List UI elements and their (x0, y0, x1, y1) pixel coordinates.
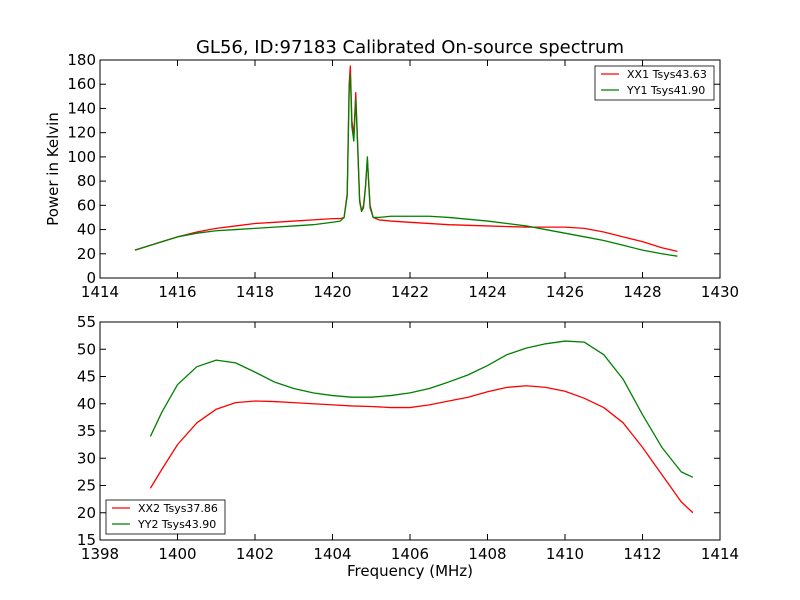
chart-title: GL56, ID:97183 Calibrated On-source spec… (196, 37, 624, 58)
top-x-tick-label: 1422 (391, 283, 429, 301)
bottom-x-tick-label: 1414 (701, 545, 739, 563)
bottom-x-tick-label: 1406 (391, 545, 429, 563)
top-panel: 1414 1416 1418 1420 1422 1424 1426 1428 1430 0 20 4… (44, 51, 739, 301)
bottom-x-tick-label: 1400 (158, 545, 196, 563)
top-series-layer (134, 65, 678, 257)
top-x-tick-label: 1416 (158, 283, 196, 301)
top-x-tick-label: 1418 (236, 283, 274, 301)
bottom-x-tick-label: 1412 (623, 545, 661, 563)
top-series-line-1 (134, 73, 678, 257)
top-legend-label-yy1: YY1 Tsys41.90 (626, 84, 705, 97)
bottom-y-tick-label: 50 (77, 340, 96, 358)
bottom-y-tick-label: 35 (77, 422, 96, 440)
bottom-y-tick-label: 30 (77, 449, 96, 467)
top-x-tick-label: 1414 (81, 283, 119, 301)
top-y-axis-label: Power in Kelvin (44, 112, 62, 226)
bottom-legend-label-xx2: XX2 Tsys37.86 (138, 502, 218, 515)
top-x-tick-label: 1420 (313, 283, 351, 301)
top-x-tick-label: 1430 (701, 283, 739, 301)
bottom-series-layer (149, 340, 694, 514)
bottom-series-line-1 (149, 340, 694, 478)
top-y-tick-label: 140 (67, 99, 96, 117)
bottom-y-tick-label: 25 (77, 477, 96, 495)
bottom-y-tick-label: 20 (77, 504, 96, 522)
top-y-tick-label: 60 (77, 196, 96, 214)
top-y-tick-label: 100 (67, 148, 96, 166)
top-y-tick-label: 120 (67, 124, 96, 142)
top-y-tick-label: 80 (77, 172, 96, 190)
bottom-legend: XX2 Tsys37.86 YY2 Tsys43.90 (105, 499, 226, 535)
bottom-x-tick-label: 1410 (546, 545, 584, 563)
top-legend-label-xx1: XX1 Tsys43.63 (627, 68, 707, 81)
bottom-x-tick-label: 1398 (81, 545, 119, 563)
top-y-tick-label: 0 (86, 269, 96, 287)
bottom-x-axis-label: Frequency (MHz) (347, 562, 473, 580)
top-x-tick-label: 1428 (623, 283, 661, 301)
top-y-tick-label: 160 (67, 75, 96, 93)
bottom-y-tick-label: 40 (77, 395, 96, 413)
bottom-legend-box (105, 499, 226, 535)
bottom-x-tick-label: 1408 (468, 545, 506, 563)
top-tick-marks: 1414 1416 1418 1420 1422 1424 1426 1428 1430 0 20 4… (67, 51, 739, 301)
top-y-tick-label: 40 (77, 221, 96, 239)
top-y-tick-label: 20 (77, 245, 96, 263)
bottom-series-line-0 (149, 385, 694, 514)
bottom-y-tick-label: 55 (77, 313, 96, 331)
bottom-legend-label-yy2: YY2 Tsys43.90 (137, 518, 216, 531)
bottom-x-tick-label: 1402 (236, 545, 274, 563)
top-x-tick-label: 1424 (468, 283, 506, 301)
bottom-y-tick-label: 15 (77, 531, 96, 549)
top-y-tick-label: 180 (67, 51, 96, 69)
top-legend-box (594, 65, 715, 101)
bottom-x-tick-label: 1404 (313, 545, 351, 563)
top-legend: XX1 Tsys43.63 YY1 Tsys41.90 (594, 65, 715, 101)
bottom-y-tick-label: 45 (77, 368, 96, 386)
top-x-tick-label: 1426 (546, 283, 584, 301)
bottom-panel: 1398 1400 1402 1404 1406 1408 1410 1412 1414 15 20… (77, 313, 739, 580)
bottom-tick-marks: 1398 1400 1402 1404 1406 1408 1410 1412 1414 15 20… (77, 313, 739, 563)
